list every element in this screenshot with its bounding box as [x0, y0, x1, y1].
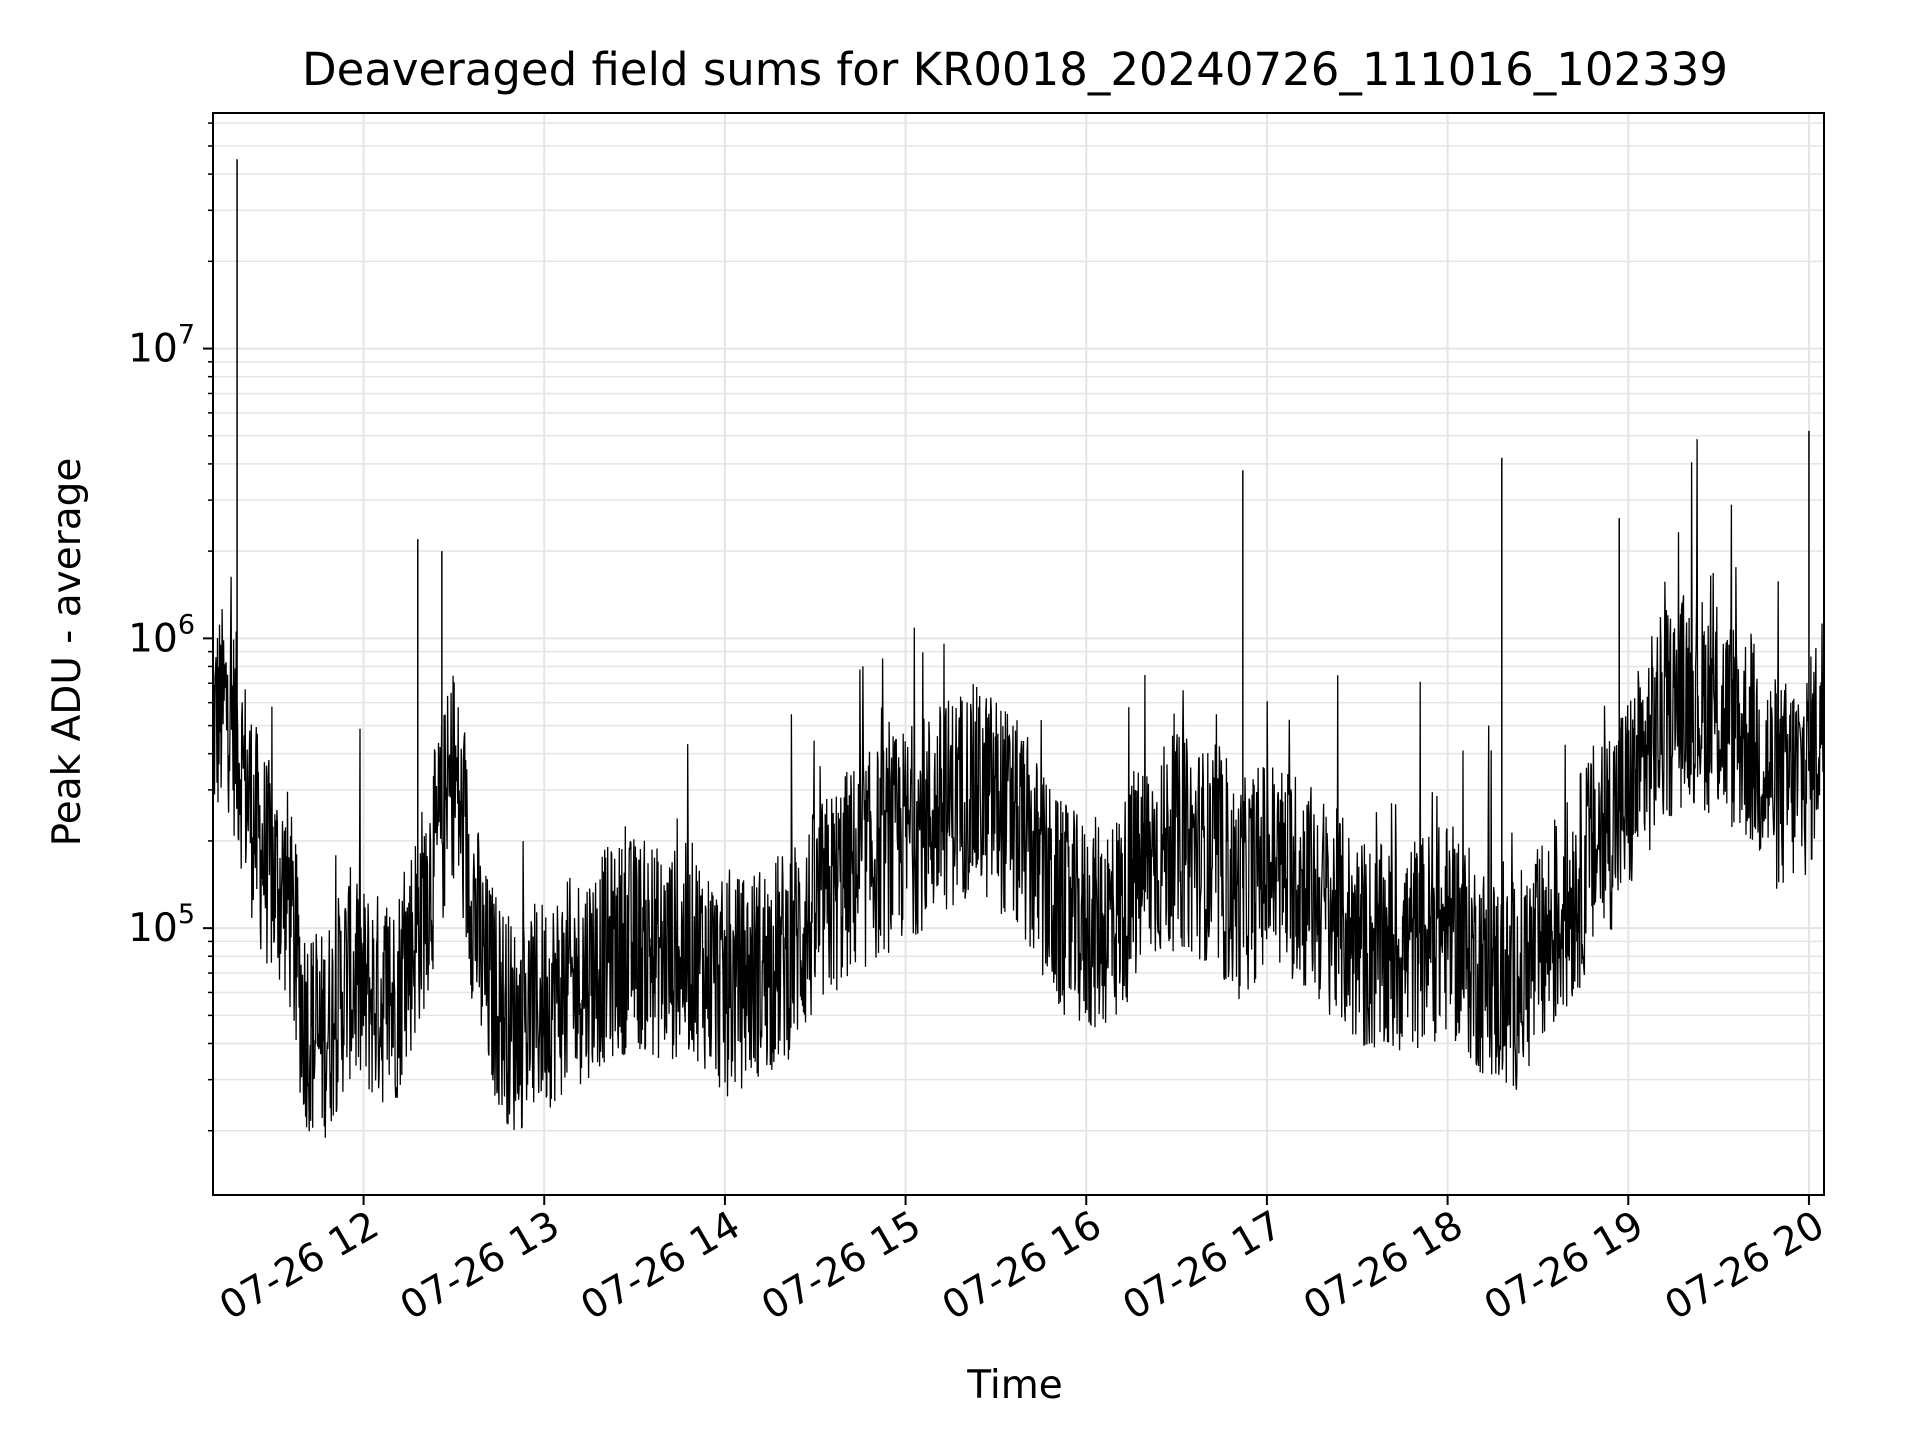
series-line	[212, 439, 1825, 1138]
x-tick-label: 07-26 18	[1296, 1203, 1470, 1330]
grid-lines	[213, 113, 1824, 1195]
x-tick-label: 07-26 12	[212, 1203, 386, 1330]
chart-title: Deaveraged field sums for KR0018_2024072…	[302, 43, 1728, 96]
y-tick-label: 106	[128, 609, 195, 661]
y-tick-label: 107	[128, 320, 195, 372]
y-axis-label: Peak ADU - average	[45, 458, 90, 847]
plot-frame	[212, 112, 1825, 1196]
y-tick-label: 105	[128, 899, 195, 951]
x-tick-label: 07-26 14	[574, 1203, 748, 1330]
x-tick-label: 07-26 20	[1658, 1203, 1832, 1330]
x-axis-label: Time	[966, 1363, 1062, 1408]
x-tick-label: 07-26 19	[1477, 1203, 1651, 1330]
x-tick-label: 07-26 16	[935, 1203, 1109, 1330]
x-tick-label: 07-26 13	[393, 1203, 567, 1330]
x-tick-label: 07-26 15	[754, 1203, 928, 1330]
x-tick-label: 07-26 17	[1116, 1203, 1290, 1330]
series-layer	[212, 159, 1825, 1138]
